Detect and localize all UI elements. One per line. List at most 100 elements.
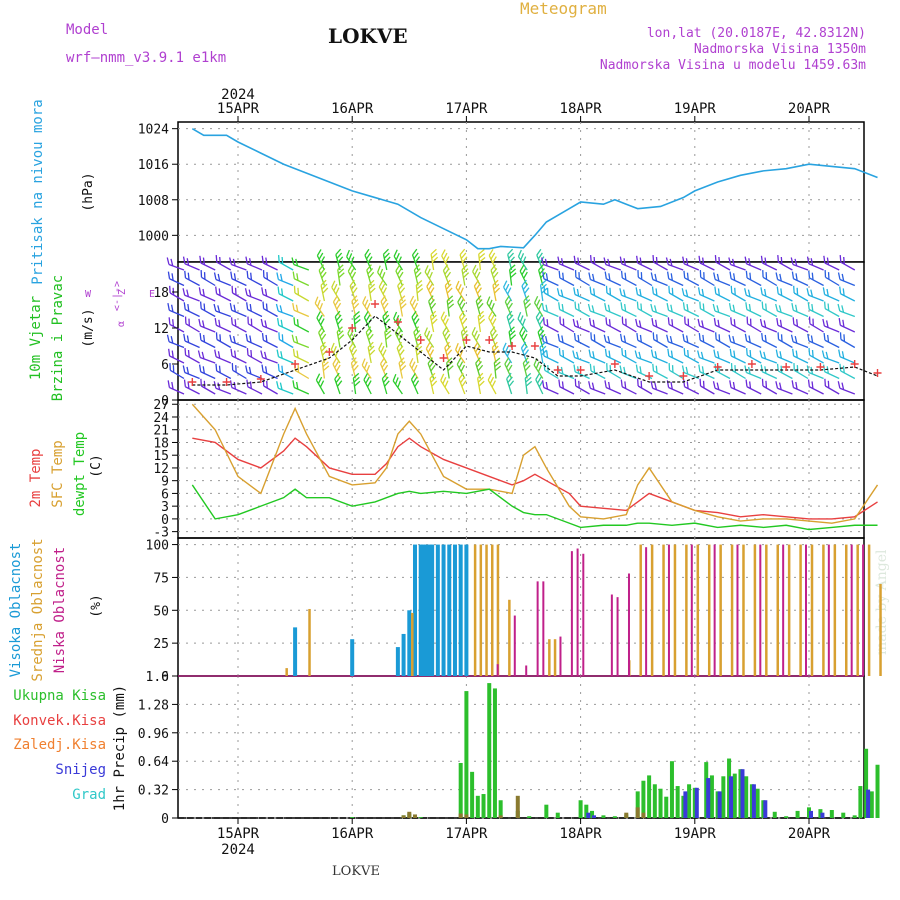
wind-barb-flag (699, 270, 702, 278)
cloud-low-bar (536, 581, 539, 676)
rain-total-bar (350, 817, 355, 818)
wind-barb-flag (444, 341, 450, 349)
wind-barb-flag (187, 381, 190, 389)
wind-barb-flag (262, 270, 265, 278)
wind-barb-shaft (808, 263, 824, 271)
wind-barb-flag (199, 255, 202, 264)
rain-total-bar (784, 816, 789, 818)
wind-barb-flag (492, 333, 499, 341)
wind-barb-shaft (535, 379, 544, 395)
wind-barb-flag (556, 288, 560, 296)
wind-barb-shaft (246, 294, 263, 302)
wind-barb-flag (396, 341, 403, 349)
wind-barb-flag (478, 314, 485, 321)
wind-barb (442, 326, 451, 348)
wind-barb-shaft (262, 356, 278, 364)
wind-barb (728, 257, 746, 271)
wind-barb-shaft (684, 308, 700, 318)
wind-barb-flag (558, 302, 561, 310)
wind-barb (775, 381, 793, 395)
rain-total-bar (635, 791, 640, 818)
wind-barb-flag (810, 258, 814, 266)
wind-barb-flag (537, 252, 543, 260)
wind-barb-flag (334, 310, 341, 318)
wind-barb-shaft (247, 323, 263, 333)
wind-barb-flag (214, 349, 217, 357)
wind-barb-shaft (731, 323, 746, 333)
wind-barb-flag (412, 314, 419, 322)
y-tick-label: 18 (153, 286, 169, 301)
wind-barb-flag (507, 302, 513, 310)
wind-barb-flag (811, 304, 814, 312)
wind-barb-flag (412, 376, 418, 384)
wind-barb-flag (477, 310, 484, 317)
wind-barb-flag (219, 334, 222, 342)
wind-barb (395, 264, 404, 286)
wind-barb-flag (716, 305, 720, 313)
wind-barb-flag (666, 303, 670, 311)
wind-barb (635, 318, 653, 333)
wind-barb-flag (410, 372, 416, 380)
wind-barb-flag (446, 287, 453, 294)
cloud-mid-bar (833, 544, 837, 676)
wind-barb-flag (317, 376, 323, 384)
wind-barb (620, 270, 637, 287)
wind-barb-flag (732, 381, 736, 390)
wind-barb (839, 363, 856, 380)
cloud-mid-bar (822, 544, 825, 676)
wind-barb-flag (167, 380, 171, 388)
wind-barb-flag (574, 378, 577, 387)
wind-barb-flag (698, 332, 701, 341)
wind-barb-flag (394, 377, 399, 385)
wind-barb (713, 272, 731, 287)
wind-barb (837, 303, 856, 318)
wind-barb-flag (730, 285, 733, 294)
wind-gust-mark (782, 363, 791, 371)
wind-barb (314, 296, 325, 317)
wind-barb-flag (365, 252, 372, 260)
wind-barb-flag (384, 380, 390, 387)
wind-gust-mark (645, 372, 654, 380)
wind-barb-flag (169, 363, 171, 371)
wind-barb-shaft (761, 325, 778, 333)
wind-barb-shaft (621, 294, 637, 302)
wind-barb-flag (842, 319, 845, 328)
wind-barb-flag (575, 351, 579, 360)
wind-barb-flag (791, 303, 794, 311)
wind-barb-flag (383, 364, 389, 372)
wind-barb-shaft (278, 370, 294, 380)
wind-barb-flag (393, 249, 398, 257)
wind-barb (635, 287, 653, 302)
wind-barb-flag (429, 349, 435, 357)
wind-barb-flag (492, 256, 497, 264)
wind-barb-flag (591, 273, 595, 282)
wind-barb (604, 303, 622, 318)
wind-barb-flag (604, 380, 607, 388)
snow-bar (706, 778, 711, 818)
wind-barb-shaft (622, 323, 637, 333)
wind-barb-shaft (793, 355, 809, 364)
wind-barb-flag (199, 332, 202, 341)
wind-barb-shaft (699, 293, 715, 302)
wind-barb-flag (447, 299, 454, 306)
wind-barb (517, 249, 528, 271)
y-tick-label: 1.6 (146, 670, 169, 685)
wind-barb-shaft (683, 340, 700, 349)
wind-barb-shaft (351, 300, 357, 317)
rain-total-bar (647, 775, 652, 818)
wind-barb (697, 318, 715, 333)
wind-barb (522, 357, 531, 379)
wind-barb (200, 270, 216, 287)
wind-barb (230, 271, 247, 287)
wind-barb-flag (491, 341, 498, 348)
wind-barb-flag (348, 253, 353, 261)
wind-barb-shaft (543, 323, 559, 333)
wind-barb-flag (368, 283, 376, 290)
cloud-high-bar (441, 544, 446, 676)
wind-barb-flag (364, 248, 370, 256)
wind-barb-shaft (184, 340, 200, 349)
wind-barb-shaft (590, 370, 606, 380)
bottom-day-label: 17APR (445, 826, 488, 842)
wind-barb (213, 303, 232, 318)
cloud-high-bar (418, 544, 423, 676)
